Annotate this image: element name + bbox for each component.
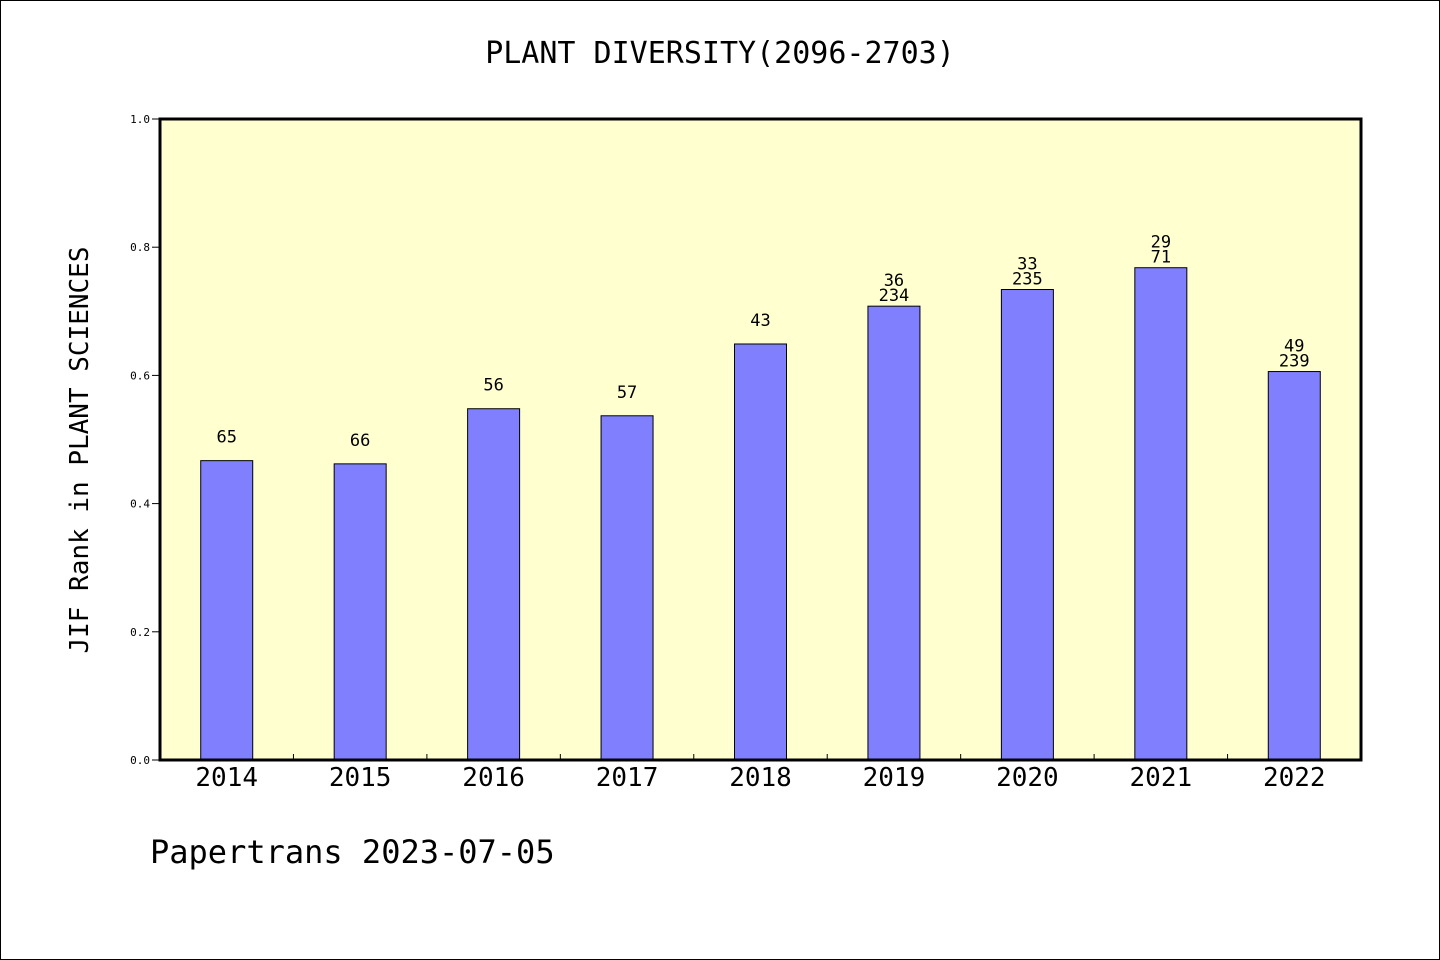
y-tick-label: 1.0 xyxy=(130,113,150,126)
bar xyxy=(1000,289,1054,761)
data-label: 29 xyxy=(1151,233,1171,253)
bar xyxy=(200,460,254,761)
data-label: 49 xyxy=(1284,337,1304,357)
data-label: 239 xyxy=(1279,352,1310,372)
x-tick-label: 2017 xyxy=(596,763,659,793)
data-label: 71 xyxy=(1151,248,1171,268)
data-label: 65 xyxy=(216,428,236,448)
bar xyxy=(333,463,387,761)
data-label: 56 xyxy=(483,376,503,396)
bar xyxy=(734,343,787,761)
x-tick-label: 2014 xyxy=(195,763,258,793)
data-label: 57 xyxy=(617,383,637,403)
bar xyxy=(1267,371,1321,761)
y-tick-label: 0.8 xyxy=(130,241,150,254)
data-label: 43 xyxy=(750,311,770,331)
plot-border xyxy=(158,117,1363,762)
bar xyxy=(467,408,521,761)
x-tick-label: 2022 xyxy=(1263,763,1326,793)
y-tick-label: 0.4 xyxy=(130,498,150,511)
x-tick-label: 2018 xyxy=(729,763,792,793)
chart-title: PLANT DIVERSITY(2096-2703) xyxy=(485,36,955,71)
x-tick-label: 2021 xyxy=(1130,763,1193,793)
x-tick-label: 2016 xyxy=(462,763,525,793)
footer-credit: Papertrans 2023-07-05 xyxy=(150,833,555,871)
data-label: 33 xyxy=(1017,255,1037,275)
x-tick-label: 2019 xyxy=(863,763,926,793)
data-label: 234 xyxy=(879,286,910,306)
y-tick-label: 0.0 xyxy=(130,754,150,767)
x-tick-label: 2015 xyxy=(329,763,392,793)
y-tick-label: 0.6 xyxy=(130,369,150,382)
y-tick-label: 0.2 xyxy=(130,626,150,639)
bar xyxy=(1134,267,1188,761)
y-axis-label: JIF Rank in PLANT SCIENCES xyxy=(65,246,95,654)
bar xyxy=(867,305,921,761)
x-tick-label: 2020 xyxy=(996,763,1059,793)
data-label: 66 xyxy=(350,431,370,451)
bar xyxy=(600,415,654,761)
data-label: 36 xyxy=(884,271,904,291)
data-label: 235 xyxy=(1012,270,1043,290)
